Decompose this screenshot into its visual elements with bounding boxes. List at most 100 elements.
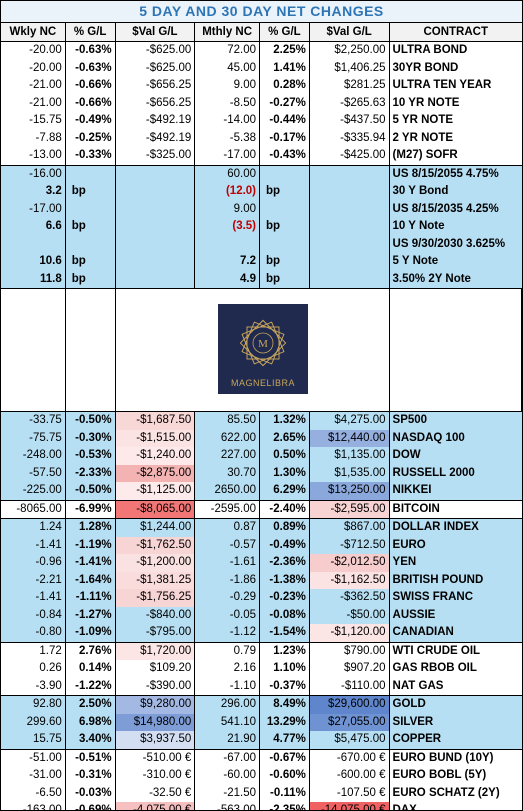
row: -248.00 -0.53% -$1,240.00 227.00 0.50% $1,135… <box>1 447 522 465</box>
cell <box>260 235 310 253</box>
cell: EURO BUND (10Y) <box>392 751 494 764</box>
cell: -1.41% <box>66 554 116 572</box>
row: -6.50 -0.03% -32.50 € -21.50 -0.11% -107.50 €… <box>1 784 522 802</box>
cell: -0.49% <box>260 536 310 554</box>
cell: -0.23% <box>260 589 310 607</box>
cell: -0.43% <box>260 147 310 165</box>
cell: -563.00 <box>195 802 261 810</box>
row: -20.00 -0.63% -$625.00 45.00 1.41% $1,406.25 3… <box>1 59 522 77</box>
cell: bp <box>260 253 310 271</box>
cell: 0.14% <box>66 660 116 678</box>
svg-text:M: M <box>258 338 268 350</box>
cell: -8065.00 <box>1 500 66 518</box>
cell: SP500 <box>392 414 428 426</box>
cell <box>310 235 390 253</box>
cell <box>116 200 196 218</box>
cell: 2650.00 <box>195 482 261 500</box>
cell: 21.90 <box>195 731 261 749</box>
row: -51.00 -0.51% -510.00 € -67.00 -0.67% -670.00… <box>1 749 522 767</box>
cell: 5 Y Note <box>392 255 439 267</box>
cell: AUSSIE <box>392 608 436 621</box>
cell: -2.21 <box>1 571 66 589</box>
cell: -670.00 € <box>310 749 390 767</box>
cell: $109.20 <box>116 660 196 678</box>
cell: -0.17% <box>260 129 310 147</box>
cell: US 8/15/2035 4.25% <box>392 202 499 215</box>
row: -15.75 -0.49% -$492.19 -14.00 -0.44% -$437.50… <box>1 112 522 130</box>
cell: -163.00 <box>1 802 66 810</box>
row: -0.84 -1.27% -$840.00 -0.05 -0.08% -$50.00 AUS… <box>1 606 522 624</box>
cell: -21.50 <box>195 784 261 802</box>
cell: 85.50 <box>195 412 261 430</box>
cell: -248.00 <box>1 447 66 465</box>
cell: -0.67% <box>260 749 310 767</box>
cell: -33.75 <box>1 412 66 430</box>
cell: 299.60 <box>1 713 66 731</box>
table-body: -20.00 -0.63% -$625.00 72.00 2.25% $2,250.00 U… <box>1 42 522 810</box>
cell: -31.00 <box>1 767 66 785</box>
cell <box>116 165 196 183</box>
row: 6.6 bp (3.5) bp 10 Y Note <box>1 218 522 236</box>
cell: -0.37% <box>260 677 310 695</box>
cell: -60.00 <box>195 767 261 785</box>
cell: 8.49% <box>260 696 310 714</box>
cell: -$437.50 <box>310 112 390 130</box>
cell: -$1,756.25 <box>115 589 196 607</box>
header-cell: % G/L <box>260 23 310 41</box>
cell: $12,440.00 <box>309 429 390 447</box>
cell: -2.40% <box>260 500 310 518</box>
section: -16.00 60.00 US 8/15/2055 4.75% 3.2 bp (12.0)… <box>1 165 522 289</box>
cell: $2,250.00 <box>310 42 390 60</box>
cell: NAT GAS <box>392 679 444 692</box>
cell <box>116 289 196 411</box>
cell: -75.75 <box>1 429 66 447</box>
row: -0.96 -1.41% -$1,200.00 -1.61 -2.36% -$2,012.… <box>1 554 522 572</box>
cell: -$110.00 <box>310 677 390 695</box>
cell: bp <box>66 253 116 271</box>
cell: -0.27% <box>260 94 310 112</box>
cell: 10 Y Note <box>392 220 445 232</box>
section: 1.24 1.28% $1,244.00 0.87 0.89% $867.00 DOLLAR… <box>1 519 522 643</box>
cell <box>116 235 196 253</box>
cell: 13.29% <box>260 713 310 731</box>
cell: SILVER <box>392 715 434 728</box>
cell: 3.50% 2Y Note <box>392 272 471 285</box>
row: 10.6 bp 7.2 bp 5 Y Note <box>1 253 522 271</box>
cell: -$1,381.25 <box>115 571 196 589</box>
section: M MAGNELIBRA <box>1 289 522 412</box>
row: -21.00 -0.66% -$656.25 9.00 0.28% $281.25 ULTR… <box>1 77 522 95</box>
cell <box>260 165 310 183</box>
cell: 6.29% <box>260 482 310 500</box>
cell: -0.03% <box>66 784 116 802</box>
cell: 7.2 <box>195 253 261 271</box>
cell: WTI CRUDE OIL <box>392 644 481 657</box>
cell <box>310 165 390 183</box>
row: -20.00 -0.63% -$625.00 72.00 2.25% $2,250.00 U… <box>1 42 522 60</box>
cell: 30 Y Bond <box>392 185 449 197</box>
cell: -600.00 € <box>310 767 390 785</box>
cell: 227.00 <box>195 447 261 465</box>
cell <box>66 235 116 253</box>
cell: -0.44% <box>260 112 310 130</box>
cell: 6.6 <box>1 218 66 236</box>
cell: -$265.63 <box>310 94 390 112</box>
cell <box>66 165 116 183</box>
cell: bp <box>260 183 310 201</box>
cell: 2.76% <box>66 642 116 660</box>
cell <box>310 218 390 236</box>
cell: -17.00 <box>195 147 261 165</box>
cell: -15.75 <box>1 112 66 130</box>
cell: bp <box>260 218 310 236</box>
row: 1.24 1.28% $1,244.00 0.87 0.89% $867.00 DOLLAR… <box>1 519 522 537</box>
row: -16.00 60.00 US 8/15/2055 4.75% <box>1 165 522 183</box>
cell: -0.51% <box>66 749 116 767</box>
cell: -$492.19 <box>116 129 196 147</box>
cell <box>66 200 116 218</box>
cell: 1.23% <box>260 642 310 660</box>
section: 92.80 2.50% $9,280.00 296.00 8.49% $29,600.00… <box>1 696 522 750</box>
cell: -$656.25 <box>116 94 196 112</box>
cell: 0.79 <box>195 642 261 660</box>
cell: -$1,240.00 <box>115 447 196 465</box>
cell: $281.25 <box>310 77 390 95</box>
cell: (M27) SOFR <box>392 149 458 161</box>
